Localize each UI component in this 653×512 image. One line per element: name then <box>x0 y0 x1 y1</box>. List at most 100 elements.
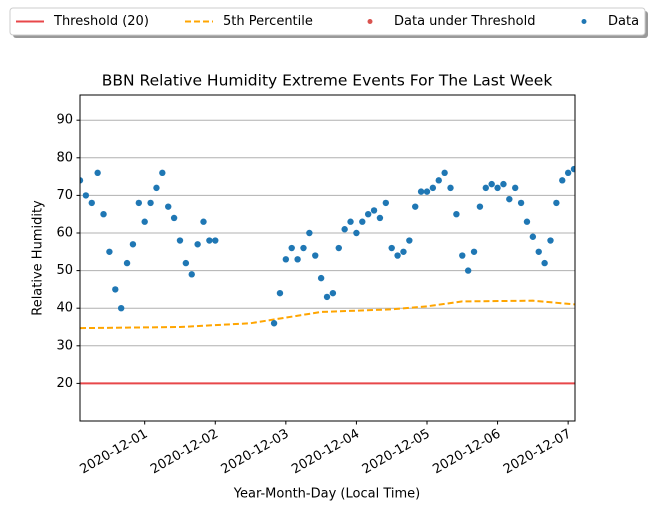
legend-label: Data under Threshold <box>394 14 535 29</box>
data-point <box>500 180 507 188</box>
data-point <box>123 259 131 267</box>
data-point <box>459 252 466 259</box>
data-point <box>429 184 437 192</box>
data-point <box>270 320 278 327</box>
data-point <box>100 210 107 218</box>
data-point <box>464 267 472 274</box>
data-point <box>512 184 519 192</box>
data-point <box>541 259 548 267</box>
y-tick-label: 20 <box>56 376 73 391</box>
data-point <box>359 218 366 225</box>
data-point <box>188 271 195 278</box>
percentile-line <box>80 299 575 330</box>
x-tick-label: 2020-12-02 <box>148 427 221 478</box>
data-point <box>476 203 484 210</box>
x-tick-label: 2020-12-06 <box>430 427 503 478</box>
data-point <box>341 226 348 233</box>
data-point <box>382 199 390 207</box>
chart-title: BBN Relative Humidity Extreme Events For… <box>102 72 553 90</box>
y-tick-label: 80 <box>56 150 73 165</box>
data-point <box>117 304 125 312</box>
data-point <box>141 218 148 225</box>
y-tick-label: 70 <box>56 188 73 203</box>
ticks: 20304050607080902020-12-012020-12-022020… <box>56 113 573 478</box>
data-point <box>159 169 166 177</box>
data-point <box>194 241 201 248</box>
plot-area <box>80 165 575 385</box>
legend-box <box>9 7 646 36</box>
x-tick-label: 2020-12-07 <box>501 427 574 478</box>
data-point <box>106 248 113 255</box>
data-point <box>453 210 460 218</box>
data-point <box>553 199 560 207</box>
x-tick-label: 2020-12-05 <box>360 427 433 478</box>
legend-marker <box>367 19 373 24</box>
x-axis-label: Year-Month-Day (Local Time) <box>233 487 420 502</box>
data-point <box>82 192 90 199</box>
data-point <box>147 199 154 207</box>
data-point <box>506 195 513 203</box>
data-point <box>400 248 407 255</box>
data-point <box>312 252 319 259</box>
x-tick-label: 2020-12-04 <box>289 427 362 478</box>
data-point <box>306 229 313 237</box>
legend-label: Threshold (20) <box>53 14 149 29</box>
data-point <box>200 218 207 225</box>
data-point <box>482 184 490 192</box>
data-point <box>441 169 448 177</box>
data-point <box>329 289 337 297</box>
grid <box>80 119 575 384</box>
data-point <box>335 244 342 252</box>
data-point <box>317 274 325 282</box>
data-point <box>135 199 143 207</box>
data-point <box>406 237 413 244</box>
data-point <box>435 177 442 184</box>
data-point <box>88 199 95 207</box>
data-point <box>353 229 360 237</box>
data-point <box>564 169 572 177</box>
data-point <box>559 177 566 184</box>
data-point <box>376 214 384 222</box>
data-point <box>494 184 501 192</box>
data-point <box>212 237 219 244</box>
data-point <box>282 256 290 263</box>
data-point <box>176 237 184 244</box>
data-point <box>80 177 84 184</box>
data-point <box>523 218 531 225</box>
data-point <box>570 165 575 173</box>
data-point <box>129 241 137 248</box>
data-point <box>347 218 354 225</box>
data-point <box>153 184 160 192</box>
y-tick-label: 90 <box>56 113 73 128</box>
data-point <box>94 169 101 177</box>
data-point <box>300 244 307 252</box>
data-point <box>112 286 119 293</box>
data-point <box>417 188 425 195</box>
data-point <box>182 259 190 267</box>
data-point <box>364 210 372 218</box>
data-point <box>394 252 401 259</box>
x-tick-label: 2020-12-01 <box>78 427 151 478</box>
y-tick-label: 30 <box>56 338 73 353</box>
data-point <box>529 233 537 240</box>
data-point <box>294 256 301 263</box>
data-point <box>288 244 295 252</box>
legend-label: 5th Percentile <box>223 14 313 29</box>
y-tick-label: 60 <box>56 225 73 240</box>
data-point <box>170 214 178 222</box>
y-tick-label: 40 <box>56 301 73 316</box>
data-point <box>517 199 525 207</box>
data-point <box>388 244 395 252</box>
y-axis-label: Relative Humidity <box>31 200 46 316</box>
data-point <box>276 289 284 297</box>
data-point <box>165 203 172 210</box>
data-point <box>535 248 542 255</box>
data-point <box>323 293 331 301</box>
axes-frame <box>79 94 576 422</box>
data-point <box>423 188 431 195</box>
x-tick-label: 2020-12-03 <box>219 427 292 478</box>
data-point <box>370 207 378 214</box>
data-point <box>488 180 495 188</box>
